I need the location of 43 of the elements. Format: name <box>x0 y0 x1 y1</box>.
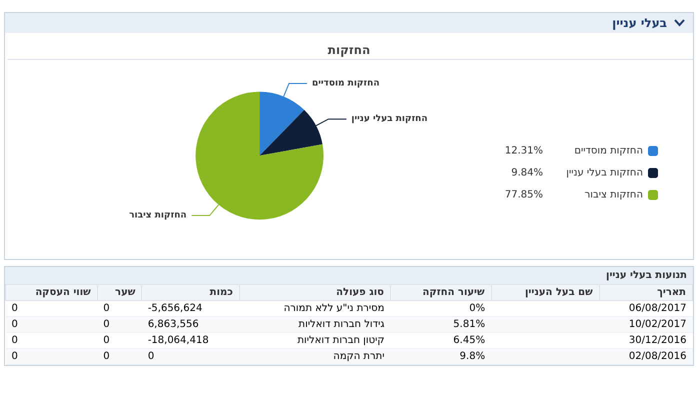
text: 0 <box>103 319 110 330</box>
text: 0 <box>103 351 110 362</box>
text: 10/02/2017 <box>628 319 686 330</box>
category-label: סוג פעולה <box>239 284 390 300</box>
text: 0 <box>12 351 18 362</box>
category-label: תאריך <box>599 284 692 300</box>
text: 6,863,556 <box>148 319 199 330</box>
legend-label: החזקות ציבור <box>584 190 643 200</box>
text: קיטון חברות דואליות <box>297 335 384 346</box>
category-label: שיעור החזקה <box>390 284 492 300</box>
data-label: 77.85% <box>504 190 544 200</box>
slice-label: החזקות מוסדיים <box>312 78 380 88</box>
text: 0 <box>12 303 18 314</box>
category-label: שער <box>97 284 142 300</box>
text: 5.81% <box>453 319 486 330</box>
slice-label: החזקות ציבור <box>129 210 187 221</box>
text: 30/12/2016 <box>628 335 686 346</box>
text: 0 <box>103 335 110 346</box>
text: 6.45% <box>453 335 486 346</box>
text: 0 <box>12 319 18 330</box>
legend-label: החזקות מוסדיים <box>574 146 643 156</box>
text: 02/08/2016 <box>628 351 686 362</box>
legend-label: החזקות בעלי עניין <box>566 168 643 178</box>
text: 9.8% <box>460 351 486 362</box>
category-label: כמות <box>142 284 240 300</box>
slice-label: החזקות בעלי עניין <box>351 114 428 124</box>
data-label: 12.31% <box>504 146 544 156</box>
text: 0 <box>103 303 110 314</box>
data-label: 9.84% <box>511 168 544 178</box>
text: 0% <box>469 303 486 314</box>
text: 0 <box>12 335 18 346</box>
category-label: שווי העסקה <box>6 284 98 300</box>
text: -5,656,624 <box>148 303 202 314</box>
category-label: שם בעל העניין <box>491 284 600 300</box>
text: יתרת הקמה <box>333 351 384 362</box>
text: -18,064,418 <box>148 335 209 346</box>
text: גידול חברות דואליות <box>298 319 384 330</box>
text: 0 <box>148 351 154 362</box>
chart-subtitle: בעלי עניין <box>612 16 668 30</box>
text: מסירת ני"ע ללא תמורה <box>284 303 384 314</box>
chart-title: החזקות <box>328 43 370 57</box>
text: תנועות בעלי עניין <box>5 267 693 284</box>
text: 06/08/2017 <box>628 303 686 314</box>
